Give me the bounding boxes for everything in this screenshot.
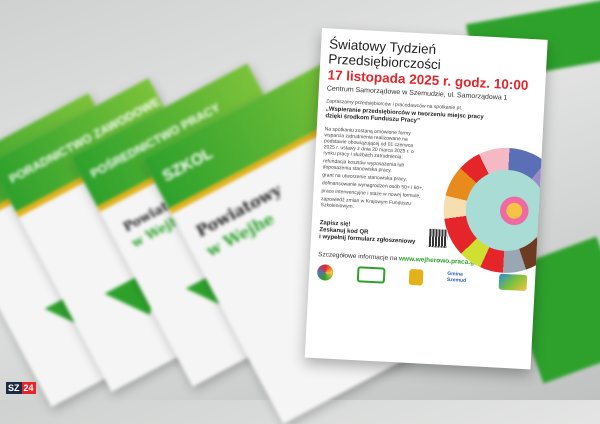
poster-signup: Zapisz się! Zeskanuj kod QR i wypełnij for… xyxy=(318,220,416,246)
lightbulb-illustration xyxy=(463,167,548,253)
poster-support-list: refundacja kosztów wyposażenia lub dopos… xyxy=(321,158,433,214)
event-poster: Światowy Tydzień Przedsiębiorczości 17 li… xyxy=(304,28,548,370)
coat-of-arms-logo xyxy=(408,268,424,286)
foundation-logo xyxy=(316,264,334,281)
poster-intro: Na spotkaniu zostaną omówione formy wspa… xyxy=(323,126,414,161)
color-wheel-illustration xyxy=(440,144,548,277)
gmina-szemud-logo: Gmina Szemud xyxy=(446,270,467,284)
pup-logo xyxy=(356,266,386,284)
qr-code[interactable] xyxy=(429,228,448,248)
region-logo xyxy=(498,273,528,292)
site-watermark: SZ 24 xyxy=(6,382,36,394)
